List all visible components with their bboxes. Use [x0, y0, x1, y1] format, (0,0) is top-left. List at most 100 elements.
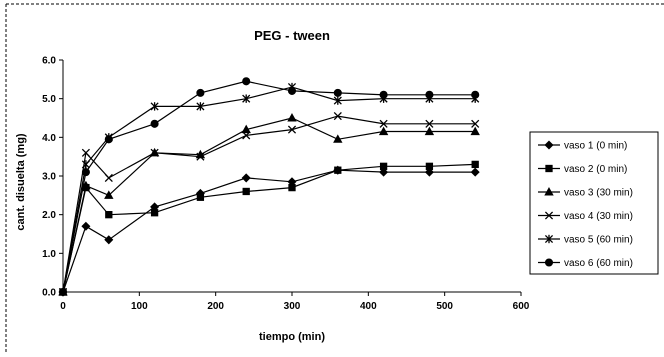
- legend-marker: [545, 164, 553, 173]
- series-line: [62, 115, 476, 293]
- series-4: [58, 112, 480, 297]
- marker-stroke: [544, 211, 554, 220]
- data-point: [81, 180, 91, 190]
- data-point: [81, 168, 90, 177]
- marker-stroke: [333, 112, 342, 121]
- data-point: [241, 124, 251, 134]
- y-axis-label: cant. disuelta (mg): [15, 133, 27, 231]
- data-point: [150, 119, 159, 128]
- data-point: [287, 113, 297, 122]
- legend-item: vaso 4 (30 min): [538, 211, 633, 222]
- data-point: [105, 211, 113, 219]
- y-tick-label: 2.0: [42, 210, 56, 221]
- data-point: [242, 187, 250, 196]
- data-point: [287, 86, 297, 95]
- legend-item: vaso 5 (60 min): [538, 235, 633, 246]
- y-tick-label: 1.0: [42, 249, 56, 260]
- marker-stroke: [242, 131, 251, 140]
- y-tick-label: 4.0: [42, 133, 56, 144]
- data-point: [425, 90, 434, 99]
- data-point: [81, 160, 90, 169]
- legend-marker: [544, 211, 554, 220]
- y-tick-label: 3.0: [42, 172, 56, 183]
- marker-stroke: [471, 119, 480, 128]
- data-point: [425, 162, 434, 170]
- legend-marker: [544, 187, 554, 196]
- data-point: [196, 193, 205, 201]
- legend-marker: [544, 234, 554, 244]
- data-point: [424, 126, 435, 136]
- chart-title: PEG - tween: [254, 28, 330, 43]
- data-point: [333, 112, 342, 121]
- data-point: [196, 88, 205, 97]
- x-tick-label: 600: [513, 301, 530, 312]
- axes: 0.0 1.0 2.0 3.0 4.0 5.0 6.0 0 100 200 300 400 500 600: [42, 56, 530, 313]
- x-tick-label: 200: [207, 301, 224, 312]
- data-point: [241, 173, 251, 183]
- marker-stroke: [150, 148, 159, 157]
- data-point: [150, 209, 159, 217]
- marker-stroke: [425, 119, 434, 128]
- y-tick-label: 6.0: [42, 56, 56, 67]
- data-point: [470, 126, 480, 136]
- data-point: [471, 160, 479, 169]
- legend-item: vaso 3 (30 min): [538, 187, 633, 199]
- data-point: [242, 77, 251, 86]
- legend-label: vaso 2 (0 min): [564, 164, 627, 175]
- data-point: [150, 148, 159, 157]
- legend-marker: [544, 140, 554, 150]
- x-tick-label: 100: [131, 301, 148, 312]
- legend-item: vaso 2 (0 min): [538, 164, 627, 175]
- data-point: [470, 167, 480, 177]
- data-point: [242, 94, 251, 103]
- data-point: [288, 183, 296, 192]
- data-point: [242, 131, 251, 140]
- data-point: [471, 119, 480, 128]
- data-point: [104, 173, 113, 182]
- legend-label: vaso 4 (30 min): [564, 211, 633, 222]
- data-point: [379, 162, 388, 170]
- data-point: [425, 119, 434, 128]
- data-point: [378, 126, 389, 136]
- data-point: [379, 167, 389, 177]
- data-point: [81, 221, 91, 231]
- data-point: [58, 287, 68, 297]
- x-tick-label: 400: [360, 301, 377, 312]
- data-point: [104, 235, 114, 245]
- data-point: [287, 125, 297, 134]
- series-line: [62, 80, 476, 293]
- series-2: [59, 160, 479, 296]
- legend-marker: [544, 258, 554, 267]
- series-3: [58, 113, 480, 296]
- x-tick-label: 0: [60, 301, 66, 312]
- legend-label: vaso 5 (60 min): [564, 235, 633, 246]
- data-point: [333, 96, 342, 105]
- data-point: [104, 135, 113, 144]
- data-point: [379, 90, 388, 99]
- legend-item: vaso 1 (0 min): [538, 140, 627, 152]
- legend-label: vaso 1 (0 min): [564, 141, 627, 152]
- series-line: [62, 169, 476, 293]
- marker-stroke: [379, 119, 388, 128]
- data-point: [333, 88, 342, 97]
- data-point: [333, 134, 343, 143]
- y-tick-label: 5.0: [42, 94, 56, 105]
- data-point: [471, 90, 480, 99]
- marker-stroke: [287, 125, 297, 134]
- series-layer: [58, 77, 480, 297]
- legend-box: [529, 131, 659, 275]
- data-point: [196, 102, 205, 111]
- legend-item: vaso 6 (60 min): [538, 258, 633, 269]
- data-point: [379, 119, 388, 128]
- data-point: [196, 152, 205, 161]
- x-tick-label: 500: [436, 301, 453, 312]
- data-point: [104, 190, 114, 199]
- y-tick-label: 0.0: [42, 288, 56, 299]
- legend: vaso 1 (0 min) vaso 2 (0 min) vaso 3 (30 m…: [538, 140, 633, 269]
- legend-label: vaso 3 (30 min): [564, 188, 633, 199]
- series-6: [58, 77, 480, 297]
- marker-stroke: [104, 173, 113, 182]
- series-line: [62, 117, 476, 293]
